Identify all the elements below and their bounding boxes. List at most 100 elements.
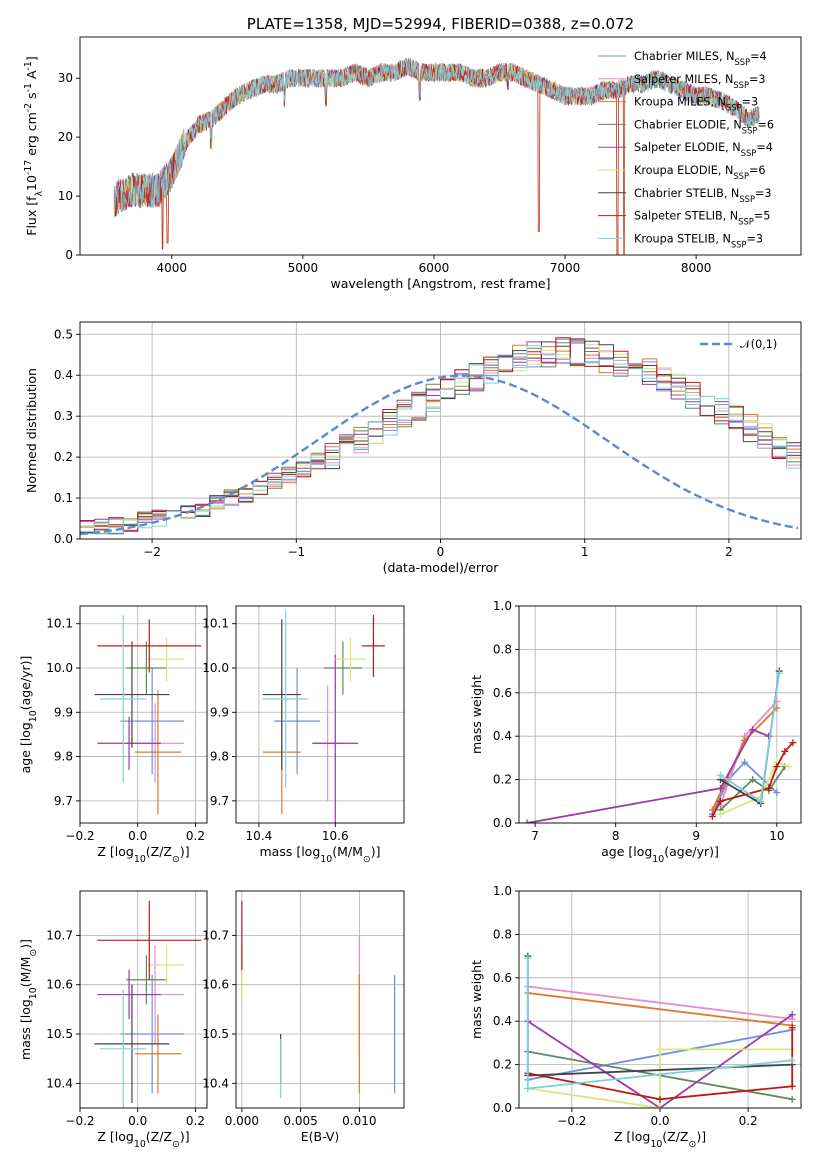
x-tick-label: 0.005	[283, 1114, 317, 1128]
y-tick-label: 0.0	[493, 816, 512, 830]
y-tick-label: 9.7	[54, 794, 73, 808]
errorbar-chabrier-stelib	[262, 619, 301, 770]
y-tick-label: 0.0	[54, 532, 73, 546]
x-axis-label: Z [log10(Z/Z⊙)]	[614, 1129, 706, 1150]
y-tick-label: 10.5	[46, 1027, 73, 1041]
errorbar-salpeter-stelib	[97, 900, 202, 980]
y-tick-label: 0.1	[54, 491, 73, 505]
y-tick-label: 10.4	[46, 1076, 73, 1090]
series-kroupa-miles	[708, 704, 781, 814]
y-tick-label: 10.0	[202, 661, 229, 675]
chart-massweight-vs-age: 7 8 9 10 0.0 0.2 0.4 0.6 0.8 1.0 age [log10(age/yr…	[469, 599, 802, 865]
y-tick-label: 9.7	[210, 794, 229, 808]
errorbar-salpeter-stelib	[97, 619, 202, 673]
y-tick-label: 0	[65, 248, 73, 262]
x-tick-label: 0.010	[342, 1114, 376, 1128]
plot-area	[524, 952, 796, 1108]
errorbar-kroupa-miles	[134, 690, 182, 815]
errorbar-kroupa-elodie	[149, 945, 184, 985]
x-tick-label: 0.2	[186, 829, 205, 843]
series-salpeter-elodie	[523, 726, 773, 823]
histogram-kroupa-miles	[80, 340, 801, 528]
chart-mass-vs-EBV: 0.000 0.005 0.010 10.4 10.5 10.6 10.7 E(B-V)	[202, 890, 405, 1144]
x-tick-label: 9	[692, 829, 700, 843]
y-tick-label: 0.8	[493, 927, 512, 941]
y-tick-label: 0.2	[493, 1058, 512, 1072]
chart-residuals: −2 −1 0 1 2 0.0 0.1 0.2 0.3 0.4 0.5 (data-model)/er…	[24, 321, 802, 575]
plot-area	[113, 57, 760, 255]
y-axis-label: mass weight	[469, 675, 484, 754]
series-salpeter-stelib	[708, 739, 797, 820]
errorbar-chabrier-elodie	[126, 955, 167, 1005]
x-tick-label: 7000	[550, 261, 581, 275]
plot-area	[80, 337, 801, 536]
x-tick-label: 10.6	[322, 829, 349, 843]
histogram-chabrier-elodie	[80, 339, 801, 534]
y-axis-label: age [log10(age/yr)]	[18, 656, 39, 774]
y-tick-label: 10.6	[46, 978, 73, 992]
y-tick-label: 0.2	[493, 773, 512, 787]
x-tick-label: 10.4	[246, 829, 273, 843]
y-tick-label: 10.1	[202, 617, 229, 631]
histogram-chabrier-miles	[80, 338, 801, 535]
chart-spectrum: 4000 5000 6000 7000 8000 0 10 20 30 wavelength [A…	[23, 15, 802, 291]
y-tick-label: 10.7	[202, 928, 229, 942]
histogram-chabrier-stelib	[80, 340, 801, 535]
histogram-kroupa-elodie	[80, 344, 801, 534]
y-tick-label: 10.0	[46, 661, 73, 675]
y-tick-label: 20	[58, 130, 73, 144]
legend-label: Salpeter STELIB, NSSP=5	[634, 210, 770, 227]
histogram-salpeter-miles	[80, 341, 801, 531]
x-tick-label: 7	[531, 829, 539, 843]
x-tick-label: 0.2	[739, 1114, 758, 1128]
x-tick-label: 0.0	[128, 1114, 147, 1128]
y-tick-label: 0.6	[493, 686, 512, 700]
x-tick-label: 8	[612, 829, 620, 843]
plot-area	[94, 614, 202, 815]
axes-frame	[79, 36, 802, 256]
errorbar-kroupa-stelib	[100, 989, 147, 1108]
axes-frame	[235, 890, 405, 1109]
x-axis-label: age [log10(age/yr)]	[601, 844, 719, 865]
y-tick-label: 9.9	[210, 705, 229, 719]
errorbar-chabrier-miles	[120, 974, 184, 1094]
x-tick-label: 0	[437, 545, 445, 559]
legend: Chabrier MILES, NSSP=4 Salpeter MILES, NS…	[598, 50, 774, 249]
y-axis-label: Normed distribution	[24, 368, 39, 493]
x-tick-label: 10	[769, 829, 784, 843]
spectrum-line-kroupa-stelib	[113, 57, 760, 213]
errorbar-chabrier-miles	[120, 668, 184, 775]
errorbar-kroupa-elodie	[149, 637, 184, 682]
x-axis-label: Z [log10(Z/Z⊙)]	[97, 1129, 189, 1150]
x-axis-label: mass [log10(M/M⊙)]	[260, 844, 381, 865]
y-tick-label: 0.0	[493, 1101, 512, 1115]
errorbar-salpeter-elodie	[97, 716, 161, 770]
y-tick-label: 0.6	[493, 971, 512, 985]
x-tick-label: 1	[581, 545, 589, 559]
x-tick-label: −0.2	[65, 829, 94, 843]
x-tick-label: 2	[725, 545, 733, 559]
legend-label: Kroupa ELODIE, NSSP=6	[634, 164, 766, 181]
y-tick-label: 0.4	[493, 1014, 512, 1028]
errorbar-kroupa-stelib	[262, 610, 309, 788]
x-tick-label: −1	[287, 545, 305, 559]
x-tick-label: 8000	[681, 261, 712, 275]
x-tick-label: 0.000	[225, 1114, 259, 1128]
x-tick-label: 5000	[288, 261, 319, 275]
axes-frame	[518, 605, 802, 824]
histogram-salpeter-stelib	[80, 337, 801, 532]
x-axis-label: Z [log10(Z/Z⊙)]	[97, 844, 189, 865]
errorbar-kroupa-elodie	[335, 637, 366, 682]
legend-label: Chabrier MILES, NSSP=4	[634, 50, 767, 67]
legend-label: Kroupa MILES, NSSP=3	[634, 96, 758, 113]
y-axis-label: mass weight	[469, 960, 484, 1039]
x-tick-label: 0.0	[128, 829, 147, 843]
chart-mass-vs-Z: −0.2 0.0 0.2 10.4 10.5 10.6 10.7 Z [log10(Z/Z⊙)…	[18, 890, 208, 1150]
legend-label: Salpeter MILES, NSSP=3	[634, 73, 766, 90]
y-axis-label: mass [log10(M/M⊙)]	[18, 939, 39, 1060]
chart-massweight-vs-Z: −0.2 0.0 0.2 0.0 0.2 0.4 0.6 0.8 1.0 Z [log10(Z/Z…	[469, 884, 802, 1150]
y-tick-label: 0.8	[493, 642, 512, 656]
y-tick-label: 0.4	[493, 729, 512, 743]
y-tick-label: 10.4	[202, 1076, 229, 1090]
